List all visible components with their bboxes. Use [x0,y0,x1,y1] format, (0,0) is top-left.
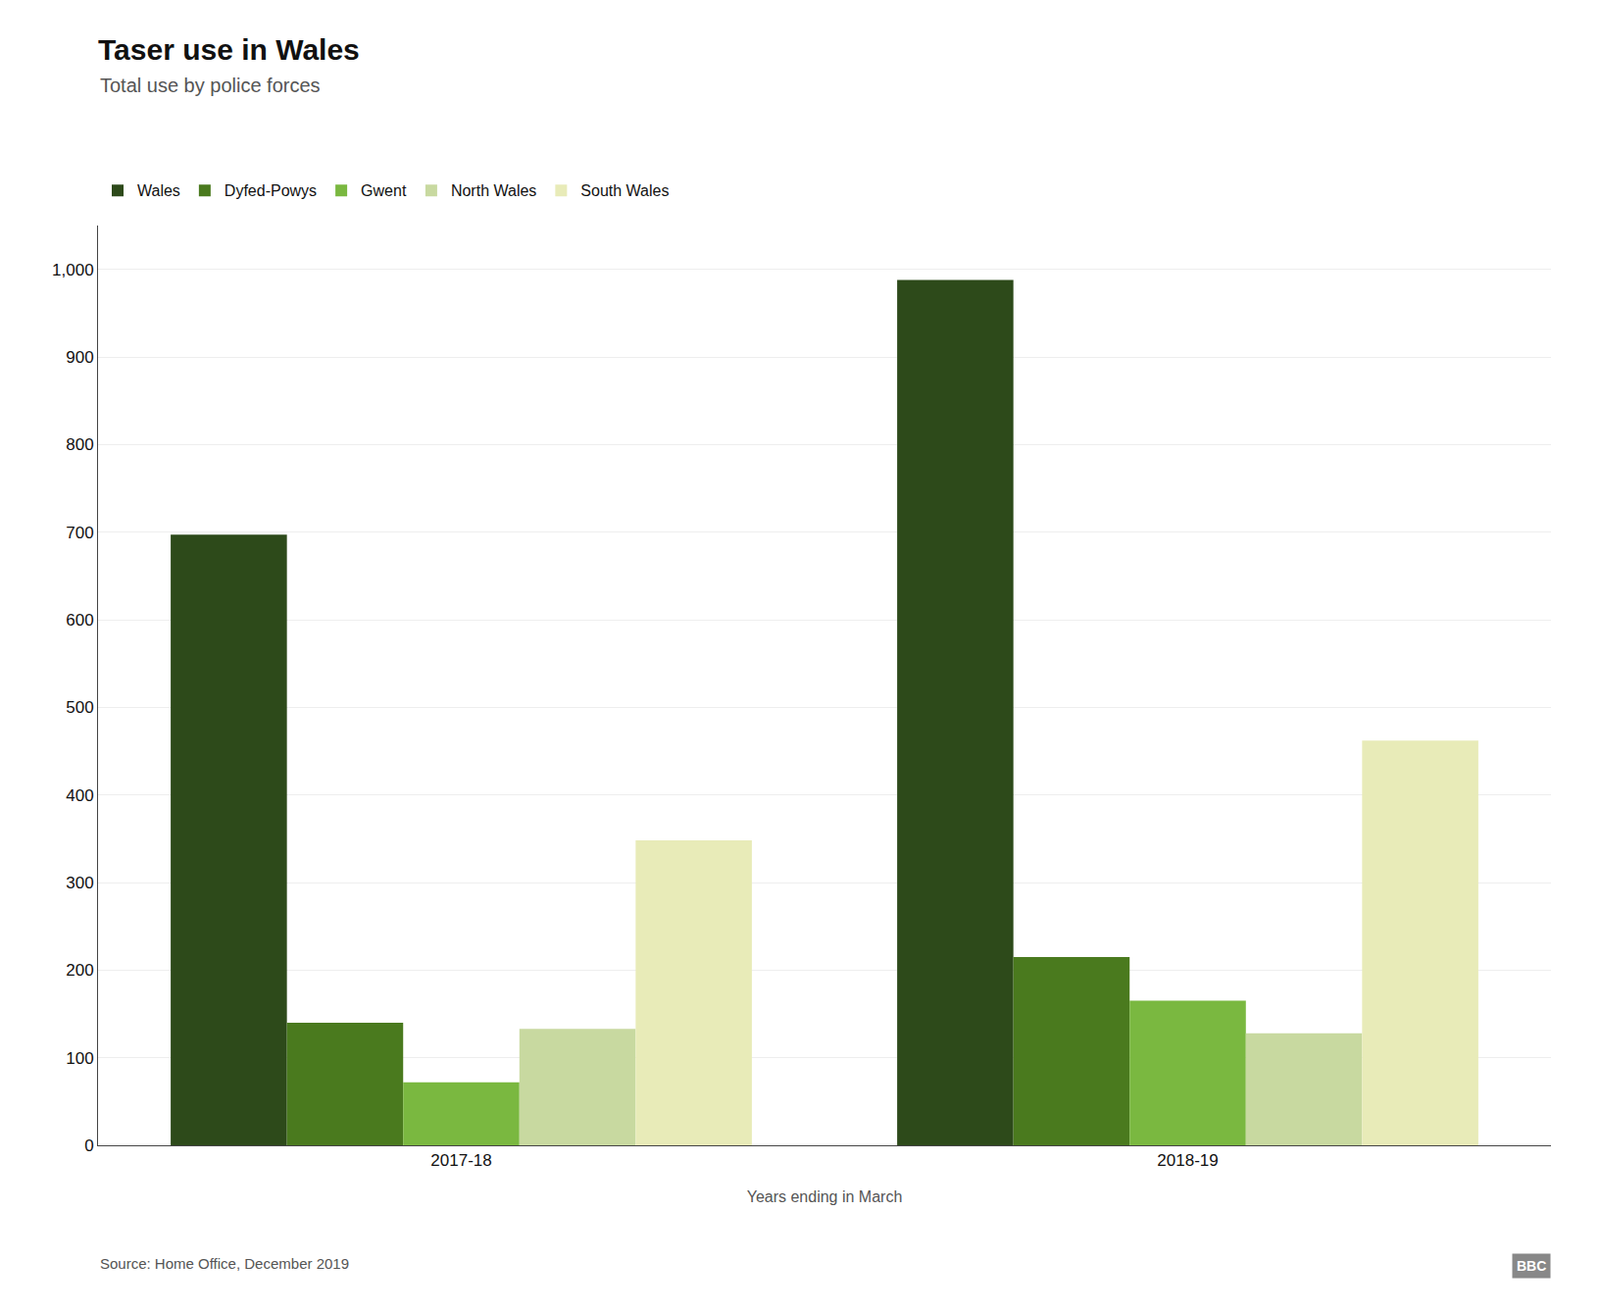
svg-text:Years ending in March: Years ending in March [747,1188,903,1205]
svg-text:Taser use in Wales: Taser use in Wales [98,33,360,66]
svg-text:0: 0 [84,1136,94,1155]
svg-text:700: 700 [65,523,94,543]
svg-text:500: 500 [65,698,94,717]
svg-text:2017-18: 2017-18 [430,1150,492,1170]
svg-text:Wales: Wales [137,182,181,200]
svg-text:BBC: BBC [1516,1257,1547,1274]
svg-text:400: 400 [65,786,94,805]
svg-text:South Wales: South Wales [580,182,669,200]
svg-text:200: 200 [65,960,94,980]
svg-text:600: 600 [65,610,94,630]
svg-text:100: 100 [65,1049,94,1068]
svg-text:300: 300 [65,873,94,893]
svg-text:Dyfed-Powys: Dyfed-Powys [224,182,317,200]
svg-text:Total use by police forces: Total use by police forces [100,74,321,97]
svg-text:Gwent: Gwent [360,182,407,200]
svg-text:800: 800 [65,435,94,454]
svg-text:2018-19: 2018-19 [1156,1150,1218,1170]
svg-text:Source: Home Office, December: Source: Home Office, December 2019 [100,1254,350,1272]
svg-text:1,000: 1,000 [51,260,95,280]
svg-text:North Wales: North Wales [450,182,537,200]
svg-text:900: 900 [65,348,94,367]
